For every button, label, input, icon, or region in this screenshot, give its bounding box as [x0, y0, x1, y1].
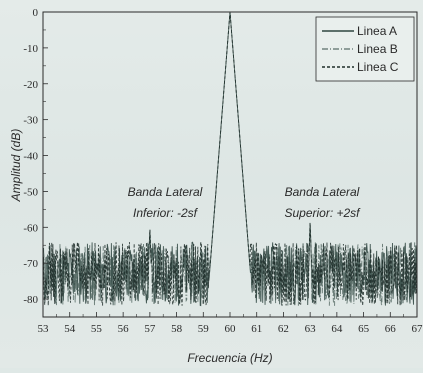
annotation-upper-sideband-line1: Banda Lateral [285, 185, 360, 199]
y-tick-label: -80 [23, 294, 38, 306]
y-tick-label: -50 [23, 186, 38, 198]
x-tick-label: 55 [91, 323, 103, 335]
x-tick-label: 53 [38, 323, 50, 335]
legend-label-linea-b: Linea B [357, 42, 398, 56]
y-axis-label: Amplitud (dB) [9, 129, 23, 203]
x-tick-label: 67 [412, 323, 423, 335]
legend-label-linea-a: Linea A [357, 24, 397, 38]
x-tick-label: 57 [144, 323, 156, 335]
y-tick-label: -70 [23, 258, 38, 270]
annotation-lower-sideband-line2: Inferior: -2sf [133, 206, 199, 220]
x-tick-label: 56 [118, 323, 130, 335]
x-axis-label: Frecuencia (Hz) [187, 351, 272, 365]
x-tick-label: 62 [278, 323, 289, 335]
x-tick-label: 54 [64, 323, 76, 335]
x-tick-label: 63 [305, 323, 317, 335]
legend: Linea A Linea B Linea C [316, 17, 414, 81]
x-tick-label: 59 [198, 323, 210, 335]
annotation-lower-sideband-line1: Banda Lateral [128, 185, 203, 199]
x-tick-label: 66 [385, 323, 397, 335]
y-tick-label: -60 [23, 222, 38, 234]
y-tick-label: -10 [23, 43, 38, 55]
x-tick-label: 61 [251, 323, 262, 335]
x-tick-label: 64 [331, 323, 343, 335]
x-axis: 53 54 55 56 57 58 59 60 61 62 63 64 65 66 67 [38, 312, 423, 335]
y-tick-label: -20 [23, 79, 38, 91]
y-tick-label: 0 [33, 7, 39, 19]
y-tick-label: -30 [23, 115, 38, 127]
x-tick-label: 65 [358, 323, 370, 335]
x-tick-label: 58 [171, 323, 183, 335]
annotation-upper-sideband-line2: Superior: +2sf [284, 206, 361, 220]
x-tick-label: 60 [225, 323, 237, 335]
y-tick-label: -40 [23, 151, 38, 163]
legend-label-linea-c: Linea C [357, 60, 399, 74]
